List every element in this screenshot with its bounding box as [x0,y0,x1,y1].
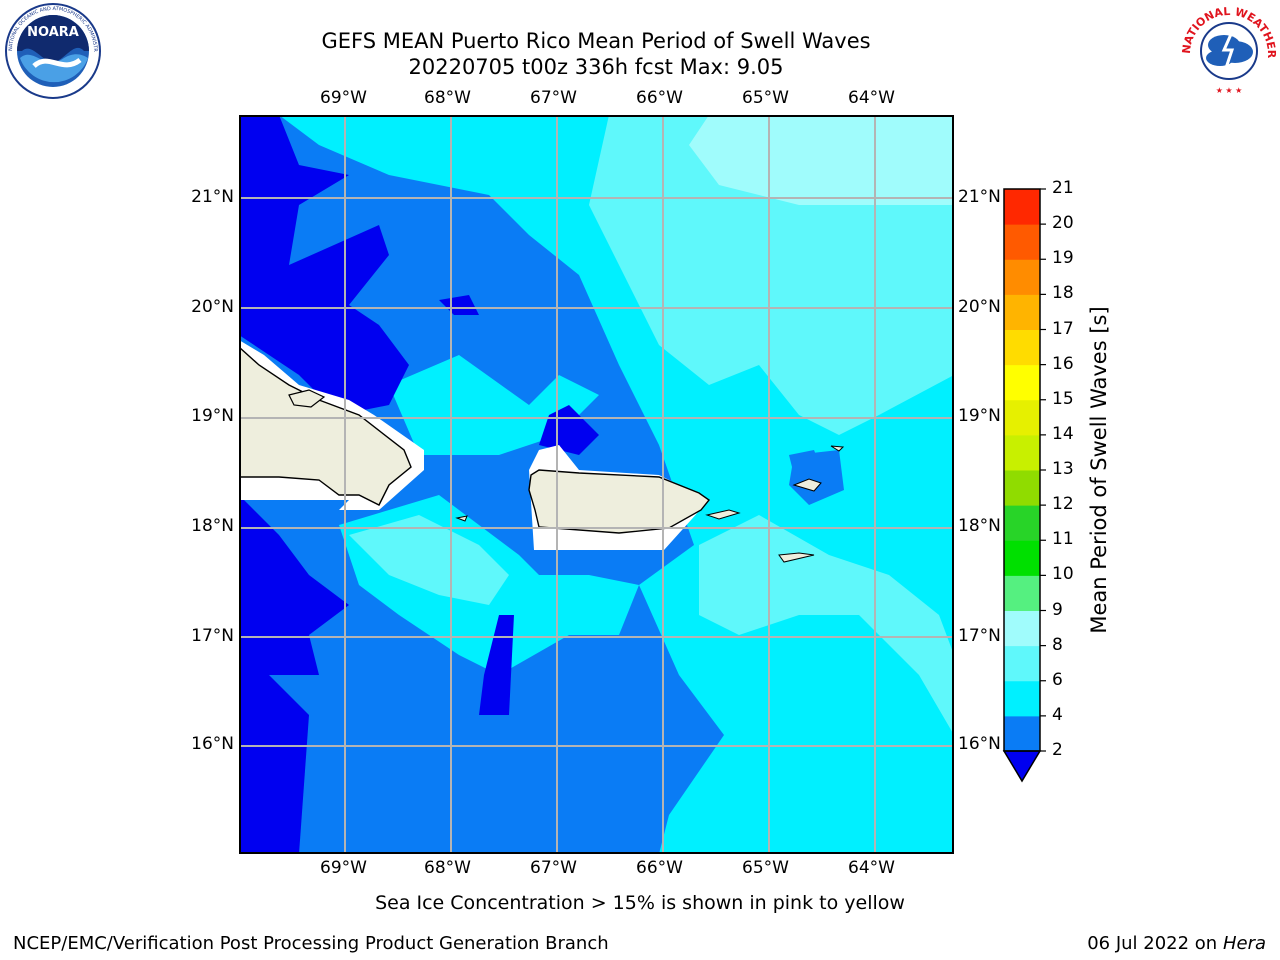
lat-label-left: 17°N [191,626,234,646]
plot-subtitle: 20220705 t00z 336h fcst Max: 9.05 [408,55,784,79]
graticule [239,115,954,854]
colorbar [1002,188,1046,783]
lat-label-left: 16°N [191,734,234,754]
svg-text:★ ★ ★: ★ ★ ★ [1216,86,1243,95]
ocean-2-4s-field [789,450,844,505]
colorbar-bin [1004,680,1040,717]
lat-label-left: 18°N [191,516,234,536]
colorbar-bin [1004,610,1040,647]
credit-date: 06 Jul 2022 on Hera [1087,933,1266,954]
colorbar-bin [1004,329,1040,366]
lat-label-right: 16°N [958,734,1001,754]
vieques-island [705,509,741,520]
lat-label-right: 20°N [958,297,1001,317]
lat-label-left: 21°N [191,187,234,207]
colorbar-tick-label: 16 [1052,353,1074,374]
colorbar-tick-label: 21 [1052,178,1074,198]
tortuga-island [288,389,326,408]
colorbar-bin [1004,645,1040,682]
lon-label-bottom: 67°W [530,858,577,878]
colorbar-tick-label: 14 [1052,423,1074,444]
colorbar-tick-label: 8 [1052,634,1063,655]
nws-logo: NATIONAL WEATHER SERVICE ★ ★ ★ [1180,2,1278,97]
ocean-below-2s-field [239,495,349,675]
lon-label-top: 69°W [320,88,367,108]
colorbar-tick-label: 12 [1052,494,1074,515]
swell-period-map [239,115,954,854]
lat-label-left: 19°N [191,406,234,426]
map-frame [239,115,954,854]
ocean-8-9s-field [689,115,954,205]
colorbar-tick-label: 11 [1052,529,1074,550]
lon-label-bottom: 66°W [636,858,683,878]
colorbar-bin [1004,224,1040,260]
anegada-island [830,445,845,452]
lon-label-bottom: 65°W [742,858,789,878]
lat-label-right: 21°N [958,187,1001,207]
noaa-logo: NOARA NATIONAL OCEANIC AND ATMOSPHERIC A… [4,2,101,99]
colorbar-bin [1004,434,1040,471]
credit-date-text: 06 Jul 2022 on [1087,933,1223,954]
sea-ice-note: Sea Ice Concentration > 15% is shown in … [375,892,905,914]
lon-label-top: 66°W [636,88,683,108]
colorbar-bin [1004,505,1040,541]
colorbar-bin [1004,259,1040,295]
colorbar-label: Mean Period of Swell Waves [s] [1087,306,1111,634]
colorbar-tick-label: 10 [1052,564,1074,585]
colorbar-bins [1004,189,1040,752]
credit-branch: NCEP/EMC/Verification Post Processing Pr… [13,933,609,954]
credit-machine: Hera [1222,933,1266,954]
st-croix-island [778,552,815,563]
lat-label-right: 17°N [958,626,1001,646]
colorbar-tick-label: 2 [1052,740,1063,760]
colorbar-tick-label: 15 [1052,388,1074,409]
lon-label-top: 64°W [848,88,895,108]
virgin-islands [792,478,822,492]
colorbar-tick-label: 9 [1052,599,1063,620]
lon-label-bottom: 69°W [320,858,367,878]
colorbar-tick-label: 18 [1052,283,1074,304]
ocean-below-2s-field [439,295,479,315]
colorbar-bin [1004,470,1040,506]
ocean-below-2s-field [239,115,409,415]
colorbar-bin [1004,575,1040,611]
lon-label-top: 68°W [424,88,471,108]
colorbar-tick-marks [1040,188,1046,752]
plot-title: GEFS MEAN Puerto Rico Mean Period of Swe… [321,29,871,53]
lon-label-bottom: 68°W [424,858,471,878]
lon-label-top: 65°W [742,88,789,108]
ocean-6-8s-field [349,515,509,605]
colorbar-bin [1004,189,1040,225]
ocean-below-2s-field [239,675,309,854]
colorbar-bin [1004,364,1040,401]
lat-label-right: 19°N [958,406,1001,426]
colorbar-bin [1004,294,1040,330]
colorbar-tick-label: 6 [1052,669,1063,690]
colorbar-bin [1004,540,1040,576]
noaa-logo-text: NOARA [27,25,79,40]
ocean-6-8s-field [699,515,954,735]
colorbar-bin [1004,715,1040,752]
ocean-below-2s-field [479,615,514,715]
colorbar-tick-label: 17 [1052,318,1074,339]
colorbar-extend-triangle [1002,750,1042,783]
hispaniola-land [239,346,412,506]
lat-label-right: 18°N [958,516,1001,536]
colorbar-tick-label: 20 [1052,213,1074,234]
colorbar-tick-label: 4 [1052,704,1063,725]
lon-label-bottom: 64°W [848,858,895,878]
colorbar-tick-label: 19 [1052,248,1074,269]
colorbar-bin [1004,399,1040,436]
lat-label-left: 20°N [191,297,234,317]
lon-label-top: 67°W [530,88,577,108]
colorbar-tick-label: 13 [1052,459,1074,479]
mona-island [455,515,468,522]
